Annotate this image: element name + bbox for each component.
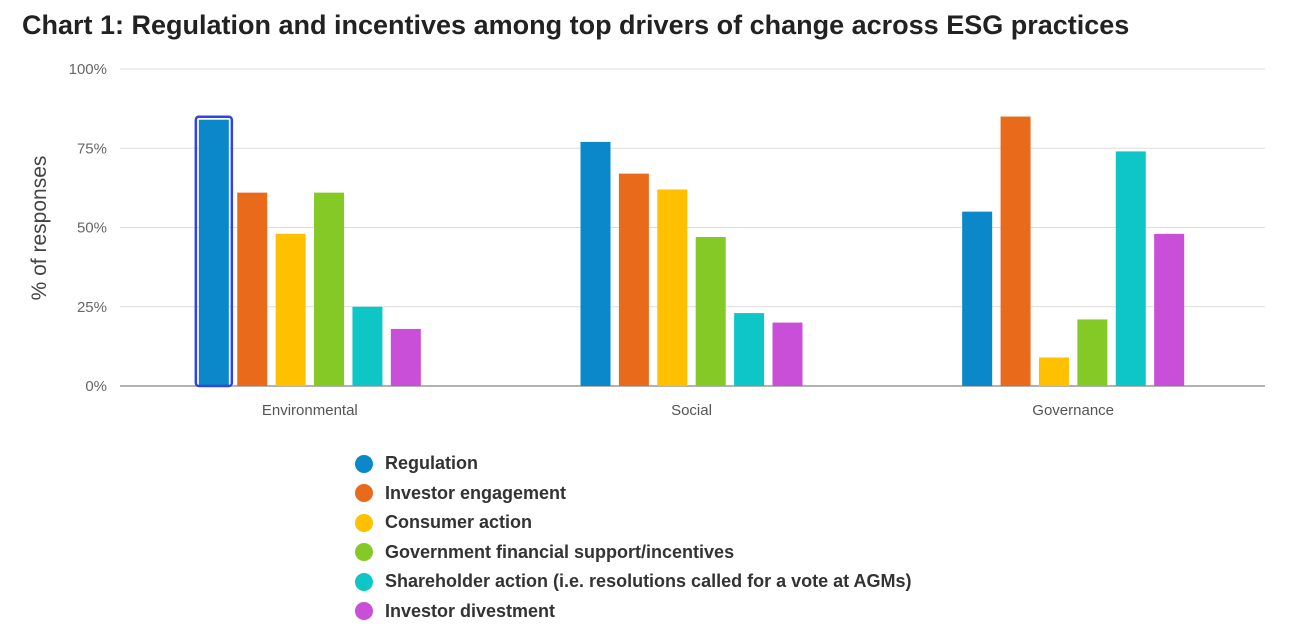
bar-social-government-financial-support-incentives[interactable] (695, 237, 726, 386)
y-axis-label: % of responses (28, 156, 51, 301)
legend-label: Shareholder action (i.e. resolutions cal… (385, 571, 912, 592)
bars (194, 115, 1185, 388)
legend-item[interactable]: Consumer action (355, 508, 911, 538)
bar-governance-government-financial-support-incentives[interactable] (1077, 319, 1108, 386)
bar-environmental-shareholder-action-i-e-resolutions-called-for-a-vote-at-agms[interactable] (352, 306, 383, 386)
bar-social-investor-divestment[interactable] (772, 322, 803, 386)
bar-environmental-investor-divestment[interactable] (390, 328, 421, 386)
bar-environmental-consumer-action[interactable] (275, 233, 306, 386)
bar-highlight-outline (194, 115, 234, 388)
legend-swatch-icon (355, 484, 373, 503)
bar-environmental-government-financial-support-incentives[interactable] (314, 192, 345, 386)
legend-item[interactable]: Investor engagement (355, 479, 911, 509)
legend-swatch-icon (355, 513, 373, 532)
y-axis-ticks: 0% 25% 50% 75% 100% (69, 61, 107, 395)
bar-social-shareholder-action-i-e-resolutions-called-for-a-vote-at-agms[interactable] (734, 313, 765, 386)
bar-environmental-regulation[interactable] (198, 119, 229, 386)
y-tick-label: 75% (77, 140, 107, 157)
bar-governance-investor-engagement[interactable] (1000, 116, 1031, 387)
legend-item[interactable]: Government financial support/incentives (355, 538, 911, 568)
x-axis-ticks: Environmental Social Governance (262, 402, 1114, 419)
legend-swatch-icon (355, 572, 373, 591)
x-tick-label: Social (671, 402, 712, 419)
legend-swatch-icon (355, 454, 373, 473)
bar-governance-shareholder-action-i-e-resolutions-called-for-a-vote-at-agms[interactable] (1115, 151, 1146, 386)
bar-environmental-investor-engagement[interactable] (237, 192, 268, 386)
bar-chart: 0% 25% 50% 75% 100% Environmental Social Gover… (28, 61, 1265, 419)
y-tick-label: 0% (85, 378, 107, 395)
bar-social-regulation[interactable] (580, 141, 611, 386)
chart-title: Chart 1: Regulation and incentives among… (22, 10, 1130, 40)
legend-item[interactable]: Investor divestment (355, 597, 911, 627)
legend-label: Regulation (385, 453, 478, 474)
legend-label: Government financial support/incentives (385, 541, 735, 562)
bar-social-consumer-action[interactable] (657, 189, 688, 386)
legend-label: Consumer action (385, 512, 533, 533)
legend-label: Investor divestment (385, 600, 556, 621)
bar-social-investor-engagement[interactable] (618, 173, 649, 386)
bar-governance-consumer-action[interactable] (1038, 357, 1069, 386)
y-tick-label: 100% (69, 61, 107, 78)
legend: Regulation Investor engagement Consumer ac… (355, 449, 911, 626)
legend-item[interactable]: Regulation (355, 449, 911, 479)
bar-governance-investor-divestment[interactable] (1154, 233, 1185, 386)
bar-governance-regulation[interactable] (962, 211, 993, 386)
y-tick-label: 50% (77, 220, 107, 237)
legend-swatch-icon (355, 602, 373, 621)
gridlines (120, 68, 1265, 387)
legend-item[interactable]: Shareholder action (i.e. resolutions cal… (355, 567, 911, 597)
legend-swatch-icon (355, 543, 373, 562)
x-tick-label: Environmental (262, 402, 358, 419)
y-tick-label: 25% (77, 299, 107, 316)
x-tick-label: Governance (1032, 402, 1114, 419)
legend-label: Investor engagement (385, 482, 567, 503)
